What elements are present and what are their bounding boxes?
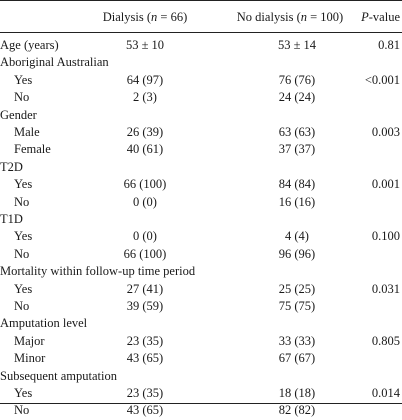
table-row: Male 26 (39) 63 (63) 0.003 <box>0 122 402 142</box>
row-label: Female <box>14 142 51 157</box>
p-value: 0.805 <box>371 333 400 348</box>
no-dialysis-value: 37 (37) <box>278 142 316 157</box>
no-dialysis-value: 84 (84) <box>278 177 316 192</box>
no-dialysis-value: 25 (25) <box>278 281 316 296</box>
table-group-row: Gender <box>0 105 402 125</box>
row-label: Major <box>14 333 45 348</box>
row-label: Yes <box>14 281 33 296</box>
row-label: Aboriginal Australian <box>0 55 109 70</box>
row-label: T1D <box>0 212 23 226</box>
dialysis-value: 40 (61) <box>126 142 164 157</box>
dialysis-value: 2 (3) <box>133 90 157 105</box>
no-dialysis-value: 33 (33) <box>278 333 316 348</box>
header-dialysis: Dialysis (n = 66) <box>102 10 188 24</box>
p-value: 0.031 <box>371 281 400 296</box>
table-row: No 2 (3) 24 (24) <box>0 87 402 107</box>
table-group-row: T1D <box>0 209 402 229</box>
table-group-row: Aboriginal Australian <box>0 52 402 72</box>
table-group-row: Subsequent amputation <box>0 366 402 386</box>
row-label: Subsequent amputation <box>0 368 117 383</box>
table-row: Major 23 (35) 33 (33) 0.805 <box>0 331 402 351</box>
dialysis-value: 23 (35) <box>126 386 164 400</box>
p-value: 0.81 <box>378 38 400 52</box>
table-row: Yes 0 (0) 4 (4) 0.100 <box>0 226 402 246</box>
dialysis-value: 0 (0) <box>133 229 157 244</box>
table-row: Yes 66 (100) 84 (84) 0.001 <box>0 174 402 194</box>
table-row: Female 40 (61) 37 (37) <box>0 139 402 159</box>
table-top-rule <box>0 0 402 1</box>
dialysis-value: 23 (35) <box>126 333 164 348</box>
table-header-rule <box>0 32 402 33</box>
row-label: No <box>14 299 30 313</box>
dialysis-value: 64 (97) <box>126 72 164 87</box>
no-dialysis-value: 67 (67) <box>278 351 316 366</box>
table-group-row: Age (years) 53 ± 10 53 ± 14 0.81 <box>0 35 402 55</box>
row-label: Amputation level <box>0 316 88 331</box>
row-label: No <box>14 246 30 261</box>
dialysis-value: 66 (100) <box>123 246 167 261</box>
table-row: Yes 64 (97) 76 (76) <0.001 <box>0 70 402 90</box>
row-label: Age (years) <box>0 38 59 52</box>
table-row: Yes 23 (35) 18 (18) 0.014 <box>0 383 402 403</box>
dialysis-value: 66 (100) <box>123 177 167 192</box>
table-row: No 39 (59) 75 (75) <box>0 296 402 316</box>
table-group-row: Amputation level <box>0 313 402 333</box>
row-label: No <box>14 194 30 209</box>
p-value: <0.001 <box>364 72 400 87</box>
row-label: Mortality within follow-up time period <box>0 264 196 279</box>
table-group-row: T2D <box>0 157 402 177</box>
table-row: No 0 (0) 16 (16) <box>0 192 402 212</box>
dialysis-value: 43 (65) <box>126 351 164 366</box>
table-bottom-rule <box>0 403 402 404</box>
header-p-value: P-value <box>361 10 400 24</box>
dialysis-value: 27 (41) <box>126 281 164 296</box>
row-label: Yes <box>14 72 33 87</box>
p-value: 0.014 <box>371 386 400 400</box>
row-label: Male <box>14 125 40 139</box>
no-dialysis-value: 16 (16) <box>278 194 316 209</box>
row-label: Yes <box>14 386 33 400</box>
no-dialysis-value: 76 (76) <box>278 72 316 87</box>
p-value: 0.003 <box>371 125 400 139</box>
no-dialysis-value: 24 (24) <box>278 90 316 105</box>
no-dialysis-value: 96 (96) <box>278 246 316 261</box>
no-dialysis-value: 75 (75) <box>278 299 316 313</box>
dialysis-value: 0 (0) <box>133 194 157 209</box>
table-group-row: Mortality within follow-up time period <box>0 261 402 281</box>
row-label: T2D <box>0 159 23 174</box>
no-dialysis-value: 4 (4) <box>285 229 309 244</box>
row-label: Gender <box>0 107 37 122</box>
dialysis-value: 39 (59) <box>126 299 164 313</box>
row-label: Minor <box>14 351 46 366</box>
p-value: 0.001 <box>371 177 400 192</box>
row-label: Yes <box>14 229 33 244</box>
row-label: No <box>14 90 30 105</box>
p-value: 0.100 <box>371 229 400 244</box>
dialysis-value: 53 ± 10 <box>125 38 165 52</box>
header-no-dialysis: No dialysis (n = 100) <box>236 10 344 24</box>
row-label: Yes <box>14 177 33 192</box>
table-row: No 66 (100) 96 (96) <box>0 244 402 264</box>
no-dialysis-value: 53 ± 14 <box>277 38 317 52</box>
dialysis-value: 26 (39) <box>126 125 164 139</box>
table-row: Yes 27 (41) 25 (25) 0.031 <box>0 279 402 299</box>
table-header-row: Dialysis (n = 66) No dialysis (n = 100) … <box>0 7 402 27</box>
no-dialysis-value: 63 (63) <box>278 125 316 139</box>
no-dialysis-value: 18 (18) <box>278 386 316 400</box>
table-row: Minor 43 (65) 67 (67) <box>0 348 402 368</box>
